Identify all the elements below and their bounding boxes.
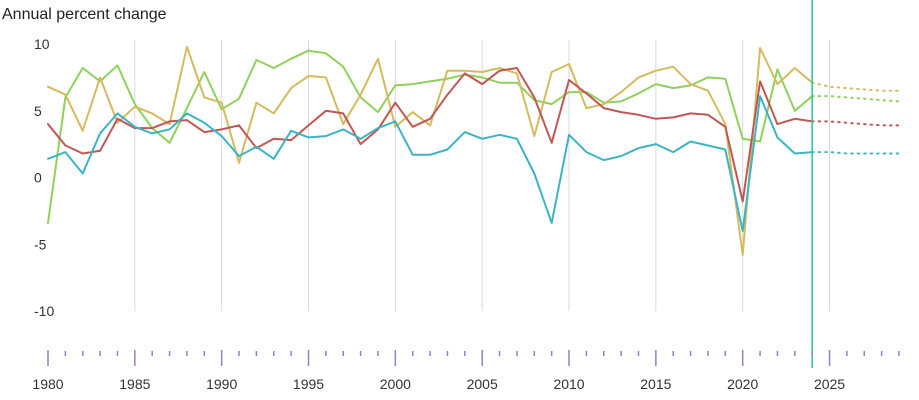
- series-lines: [47, 45, 900, 256]
- y-tick-labels: 10 5 0 -5 -10: [34, 36, 54, 319]
- x-tick-label: 2015: [640, 376, 671, 392]
- x-axis: 1980 1985 1990 1995 2000 2005 2010 2015 2020 2025: [32, 350, 900, 392]
- series-projection-2: [811, 81, 900, 92]
- y-tick-label: 0: [34, 170, 42, 186]
- x-tick-label: 2005: [467, 376, 498, 392]
- x-tick-label: 1990: [206, 376, 237, 392]
- y-tick-label: -5: [34, 236, 47, 252]
- x-tick-label: 1980: [32, 376, 63, 392]
- y-axis-title: Annual percent change: [2, 6, 167, 23]
- y-tick-label: 10: [34, 36, 50, 52]
- y-tick-label: -10: [34, 303, 54, 319]
- x-tick-label: 2000: [380, 376, 411, 392]
- series-line-4: [47, 95, 814, 232]
- series-projection-1: [811, 95, 900, 103]
- series-projection-3: [811, 120, 900, 127]
- x-tick-label: 1985: [119, 376, 150, 392]
- x-tick-label: 2010: [553, 376, 584, 392]
- series-projection-4: [811, 151, 900, 155]
- x-tick-label: 1995: [293, 376, 324, 392]
- x-tick-label: 2020: [727, 376, 758, 392]
- series-line-3: [47, 67, 814, 203]
- series-line-1: [47, 49, 814, 224]
- x-tick-label: 2025: [814, 376, 845, 392]
- y-tick-label: 5: [34, 103, 42, 119]
- series-line-2: [47, 45, 814, 256]
